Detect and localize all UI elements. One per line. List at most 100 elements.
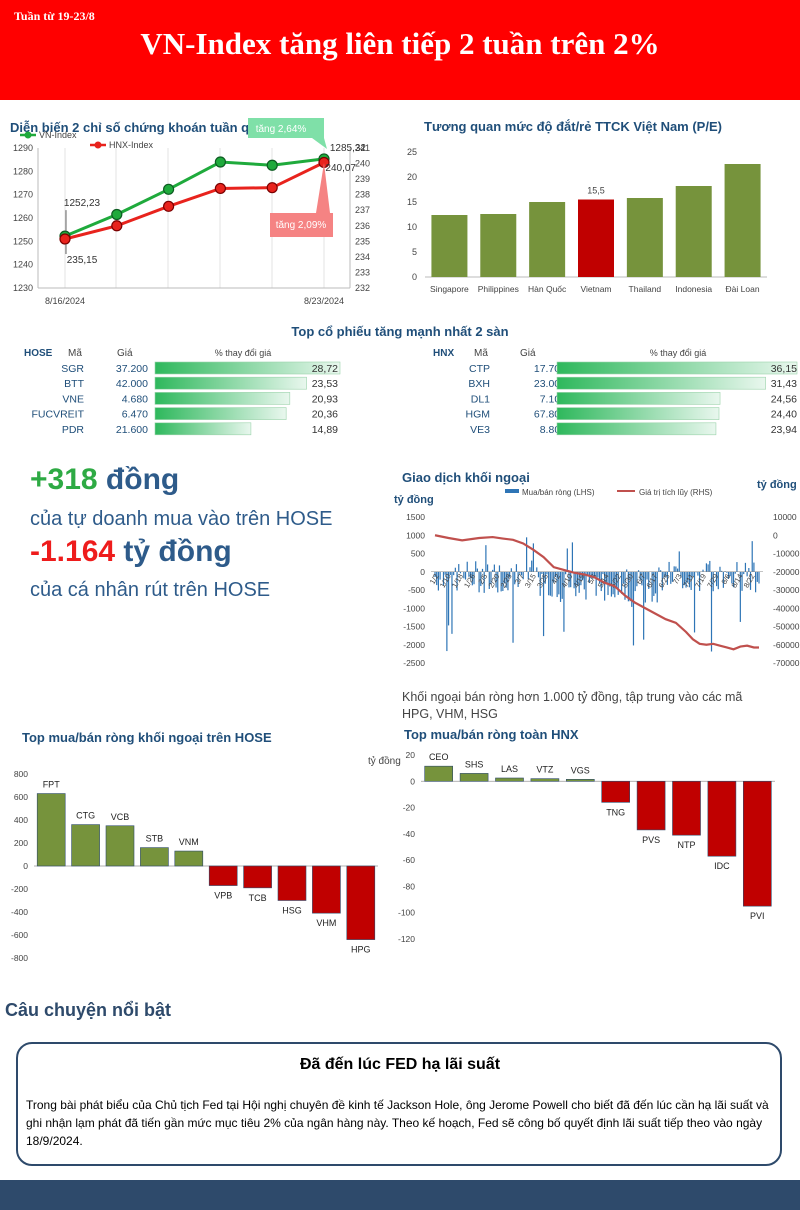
stock-code: BXH — [468, 378, 490, 390]
stock-code: HGM — [466, 409, 491, 421]
net-flow-bar — [683, 571, 685, 586]
net-flow-bar — [665, 571, 667, 577]
net-flow-bar — [509, 571, 511, 578]
y-tick-label: -800 — [11, 953, 28, 963]
net-flow-bar — [447, 571, 450, 626]
net-flow-bar — [507, 571, 509, 591]
net-flow-bar — [670, 571, 672, 584]
pct-label: 28,72 — [312, 363, 338, 375]
bar-vcb — [105, 825, 135, 867]
x-tick-label: 6/25 — [657, 572, 672, 589]
net-flow-bar — [522, 571, 524, 580]
net-flow-bar — [561, 571, 563, 599]
net-flow-bar — [673, 566, 675, 572]
net-flow-bar — [573, 571, 575, 589]
net-flow-bar — [614, 571, 616, 598]
pct-bar — [154, 422, 252, 436]
bar-philippines — [480, 214, 517, 277]
net-flow-bar — [454, 567, 456, 572]
foreign-flow-chart: 1500 1000 500 0 -500 -1000 -1500 -2000 -2500 1000… — [403, 488, 800, 668]
net-flow-bar — [631, 571, 633, 607]
net-flow-bar — [526, 537, 528, 572]
x-tick-label: Philippines — [478, 284, 519, 294]
net-flow-bar — [705, 563, 708, 572]
data-point — [214, 156, 226, 168]
y-right-tick-label: -20000 — [773, 567, 800, 577]
y-tick-label: 15 — [407, 197, 417, 207]
net-flow-bar — [466, 561, 468, 572]
y-tick-label: 200 — [14, 838, 28, 848]
y-tick-label: 1290 — [13, 143, 33, 153]
bar-label: IDC — [714, 861, 730, 871]
legend-swatch — [505, 489, 519, 493]
x-tick-label: Thailand — [629, 284, 662, 294]
net-flow-bar — [666, 571, 668, 585]
net-flow-bar — [748, 568, 750, 572]
net-flow-bar — [453, 571, 455, 576]
bar-label: VPB — [214, 891, 232, 901]
data-point — [163, 183, 175, 195]
net-flow-bar — [734, 571, 736, 574]
net-flow-bar — [717, 571, 719, 590]
exchange-label: HOSE — [24, 348, 53, 359]
y-right-tick-label: 234 — [355, 252, 370, 262]
hnx-foreign-chart: 20 0 -20 -40 -60 -80 -100 -120 CEO SHS LAS VTZ VGS TN… — [398, 750, 775, 944]
net-flow-bar — [529, 567, 531, 572]
net-flow-bar — [746, 571, 748, 577]
vn-callout — [248, 118, 327, 149]
net-flow-bar — [468, 571, 470, 577]
stat1-value: +318 — [30, 463, 98, 496]
pct-label: 31,43 — [771, 378, 797, 390]
stat1-unit: đồng — [97, 463, 180, 496]
net-flow-bar — [563, 571, 565, 632]
stat2-value: -1.164 — [30, 535, 116, 568]
net-flow-bar — [744, 562, 747, 572]
net-flow-bar — [478, 571, 480, 593]
net-flow-bar — [648, 571, 650, 589]
net-flow-bar — [622, 571, 624, 584]
net-flow-bar — [731, 571, 733, 584]
column-header: Mã — [68, 348, 82, 359]
bar-label: FPT — [43, 780, 61, 790]
stock-code: VNE — [62, 393, 84, 405]
pct-bar — [556, 361, 798, 375]
y-right-tick-label: 241 — [355, 143, 370, 153]
net-flow-bar — [598, 571, 601, 584]
stock-price: 4.680 — [122, 393, 148, 405]
net-flow-bar — [653, 571, 655, 596]
net-flow-bar — [632, 571, 635, 646]
pct-label: 14,89 — [312, 424, 338, 436]
y-tick-label: 1500 — [406, 512, 425, 522]
bar-label: TNG — [606, 807, 625, 817]
legend-marker — [94, 141, 102, 149]
y-tick-label: -600 — [11, 930, 28, 940]
net-flow-bar — [680, 571, 682, 578]
net-flow-bar — [500, 571, 502, 592]
highlight-label: 15,5 — [587, 186, 605, 196]
net-flow-bar — [493, 564, 495, 572]
y-right-tick-label: -10000 — [773, 549, 800, 559]
bar-thailand — [626, 198, 663, 277]
stock-price: 42.000 — [116, 378, 148, 390]
pct-bar — [556, 376, 766, 390]
x-tick-label: 8/16/2024 — [45, 296, 85, 306]
y-tick-label: -500 — [408, 585, 425, 595]
net-flow-bar — [693, 571, 696, 633]
foreign-unit-left: tỷ đồng — [394, 494, 434, 506]
bar-label: VNM — [179, 837, 199, 847]
net-flow-bar — [644, 571, 646, 603]
y-tick-label: 1230 — [13, 283, 33, 293]
pct-bar — [556, 422, 717, 436]
net-flow-bar — [532, 543, 534, 572]
stock-price: 21.600 — [116, 424, 148, 436]
net-flow-bar — [692, 571, 694, 577]
net-flow-bar — [578, 571, 580, 593]
net-flow-bar — [587, 571, 589, 577]
y-right-tick-label: -30000 — [773, 585, 800, 595]
cumulative-line — [434, 534, 759, 651]
y-right-tick-label: 233 — [355, 267, 370, 277]
pct-bar — [154, 376, 307, 390]
net-flow-bar — [544, 571, 546, 584]
foreign-flow-title: Giao dịch khối ngoại — [402, 470, 530, 485]
bar-idc — [707, 780, 737, 857]
